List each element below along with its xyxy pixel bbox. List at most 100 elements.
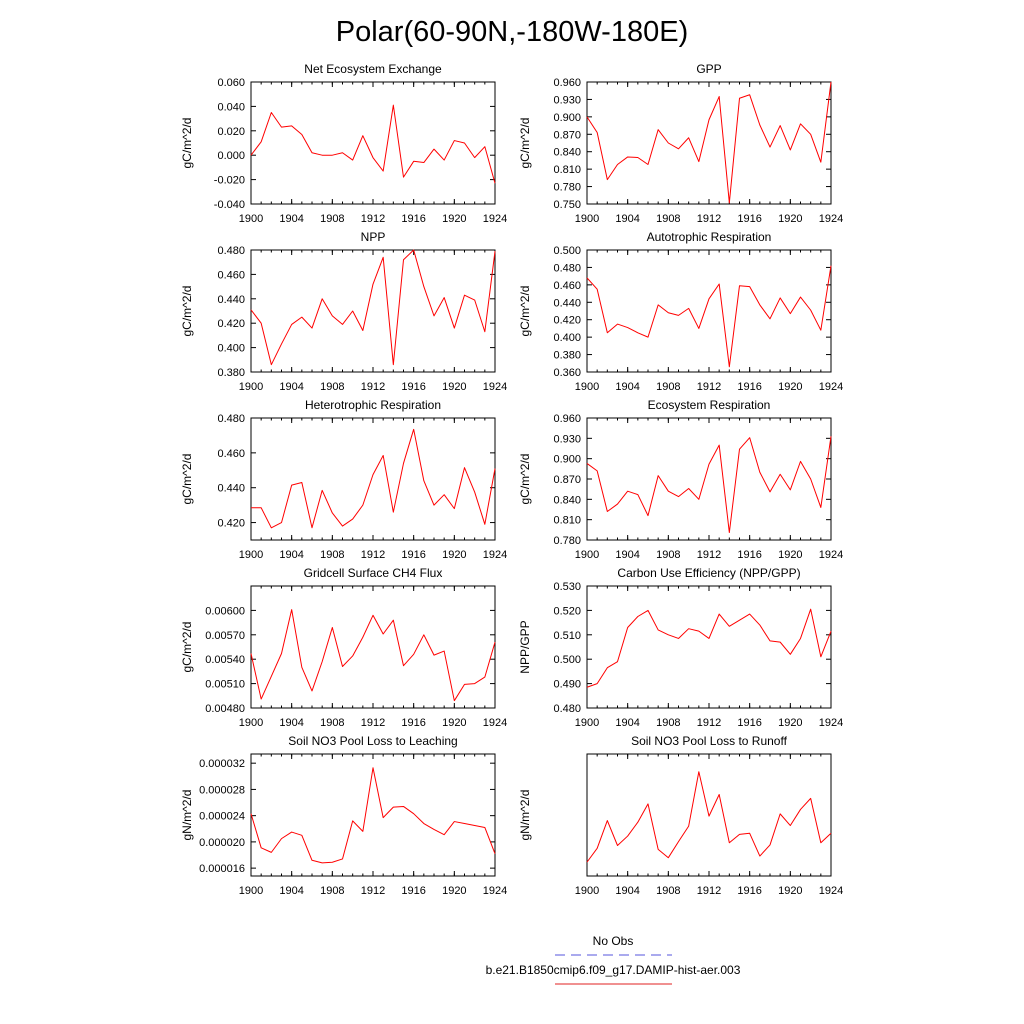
x-tick-label: 1900: [575, 717, 599, 729]
y-tick-label: 0.440: [217, 294, 245, 306]
panel-title: Carbon Use Efficiency (NPP/GPP): [617, 566, 800, 580]
x-tick-label: 1920: [778, 213, 802, 225]
plot-frame: [250, 753, 496, 877]
legend: No Obs b.e21.B1850cmip6.f09_g17.DAMIP-hi…: [486, 934, 741, 985]
x-tick-label: 1916: [737, 717, 761, 729]
x-tick-label: 1924: [819, 885, 843, 897]
y-tick-label: 0.420: [217, 518, 245, 530]
x-tick-label: 1916: [401, 717, 425, 729]
x-tick-label: 1916: [737, 549, 761, 561]
series-line: [586, 436, 832, 534]
x-tick-label: 1904: [615, 381, 639, 393]
y-tick-label: 0.380: [217, 367, 245, 379]
x-tick-label: 1912: [697, 213, 721, 225]
chart-panel: 1900 1904 1908 1912 1916 1920 1924 0.750 0.780 0.…: [518, 62, 843, 225]
x-tick-label: 1908: [320, 381, 344, 393]
x-tick-label: 1916: [737, 885, 761, 897]
x-tick-label: 1920: [778, 717, 802, 729]
x-tick-label: 1912: [361, 549, 385, 561]
plot-frame: [586, 249, 832, 373]
panel-title: Soil NO3 Pool Loss to Leaching: [288, 734, 457, 748]
plot-frame: [250, 249, 496, 373]
plot-frame: [250, 417, 496, 541]
x-tick-label: 1912: [697, 381, 721, 393]
x-tick-label: 1908: [320, 717, 344, 729]
y-tick-label: 0.530: [553, 581, 581, 593]
x-tick-label: 1920: [778, 549, 802, 561]
x-tick-label: 1924: [483, 549, 507, 561]
series-line: [586, 771, 832, 863]
x-tick-label: 1900: [239, 717, 263, 729]
y-tick-label: 0.780: [553, 182, 581, 194]
x-tick-label: 1920: [442, 213, 466, 225]
x-tick-label: 1916: [737, 381, 761, 393]
x-tick-label: 1904: [279, 381, 303, 393]
x-tick-label: 1924: [819, 549, 843, 561]
x-tick-label: 1900: [239, 381, 263, 393]
y-tick-label: 0.870: [553, 474, 581, 486]
y-tick-label: 0.500: [553, 245, 581, 257]
y-axis-label: gC/m^2/d: [518, 454, 532, 505]
y-tick-label: 0.520: [553, 605, 581, 617]
x-tick-label: 1904: [279, 717, 303, 729]
y-tick-label: 0.000024: [199, 811, 245, 823]
x-tick-label: 1900: [239, 213, 263, 225]
y-tick-label: 0.480: [553, 703, 581, 715]
y-tick-label: 0.00540: [205, 654, 245, 666]
y-axis-label: gC/m^2/d: [518, 286, 532, 337]
x-tick-label: 1916: [401, 549, 425, 561]
chart-panel: 1900 1904 1908 1912 1916 1920 1924 0.360 0.380 0.…: [518, 230, 843, 393]
plot-frame: [250, 81, 496, 205]
x-tick-label: 1924: [483, 885, 507, 897]
y-tick-label: 0.040: [217, 101, 245, 113]
chart-panel: 1900 1904 1908 1912 1916 1920 1924 0.00480 0.005…: [180, 566, 507, 729]
x-tick-label: 1904: [615, 213, 639, 225]
panels-group: 1900 1904 1908 1912 1916 1920 1924 -0.040 -0.020…: [180, 62, 843, 897]
panel-title: Net Ecosystem Exchange: [304, 62, 442, 76]
y-tick-label: 0.440: [217, 483, 245, 495]
x-tick-label: 1912: [361, 717, 385, 729]
y-axis-label: gC/m^2/d: [180, 454, 194, 505]
x-tick-label: 1924: [819, 381, 843, 393]
plot-frame: [250, 585, 496, 709]
x-tick-label: 1912: [697, 717, 721, 729]
x-tick-label: 1908: [320, 885, 344, 897]
y-tick-label: 0.00510: [205, 679, 245, 691]
y-tick-label: 0.360: [553, 367, 581, 379]
chart-panel: 1900 1904 1908 1912 1916 1920 1924 0.480 0.490 0.…: [518, 566, 843, 729]
y-tick-label: 0.780: [553, 535, 581, 547]
x-tick-label: 1912: [361, 381, 385, 393]
x-tick-label: 1904: [615, 549, 639, 561]
series-line: [250, 249, 496, 366]
chart-panel: 1900 1904 1908 1912 1916 1920 1924 0.000016 0.00…: [180, 734, 507, 897]
y-tick-label: 0.00480: [205, 703, 245, 715]
x-tick-label: 1916: [401, 213, 425, 225]
figure-title: Polar(60-90N,-180W-180E): [336, 16, 688, 48]
chart-panel: 1900 1904 1908 1912 1916 1920 1924 0.420 0.440 0.…: [180, 398, 507, 561]
y-tick-label: 0.000020: [199, 837, 245, 849]
chart-panel: 1900 1904 1908 1912 1916 1920 1924 0.380 0.400 0.…: [180, 230, 507, 393]
x-tick-label: 1912: [361, 885, 385, 897]
y-tick-label: 0.500: [553, 654, 581, 666]
chart-panel: 1900 1904 1908 1912 1916 1920 1924 0.780 0.810 0.…: [518, 398, 843, 561]
y-tick-label: 0.510: [553, 630, 581, 642]
x-tick-label: 1924: [819, 213, 843, 225]
series-line: [250, 104, 496, 184]
x-tick-label: 1904: [279, 885, 303, 897]
panel-title: Autotrophic Respiration: [647, 230, 772, 244]
x-tick-label: 1920: [442, 549, 466, 561]
y-axis-label: NPP/GPP: [518, 620, 532, 673]
x-tick-label: 1912: [697, 885, 721, 897]
x-tick-label: 1920: [778, 885, 802, 897]
panel-title: GPP: [696, 62, 721, 76]
y-axis-label: gN/m^2/d: [518, 790, 532, 841]
x-tick-label: 1924: [483, 381, 507, 393]
x-tick-label: 1900: [239, 549, 263, 561]
y-axis-label: gC/m^2/d: [180, 118, 194, 169]
y-tick-label: 0.000032: [199, 758, 245, 770]
series-line: [586, 81, 832, 204]
y-axis-label: gN/m^2/d: [180, 790, 194, 841]
y-tick-label: 0.960: [553, 413, 581, 425]
x-tick-label: 1904: [279, 549, 303, 561]
x-tick-label: 1908: [656, 213, 680, 225]
